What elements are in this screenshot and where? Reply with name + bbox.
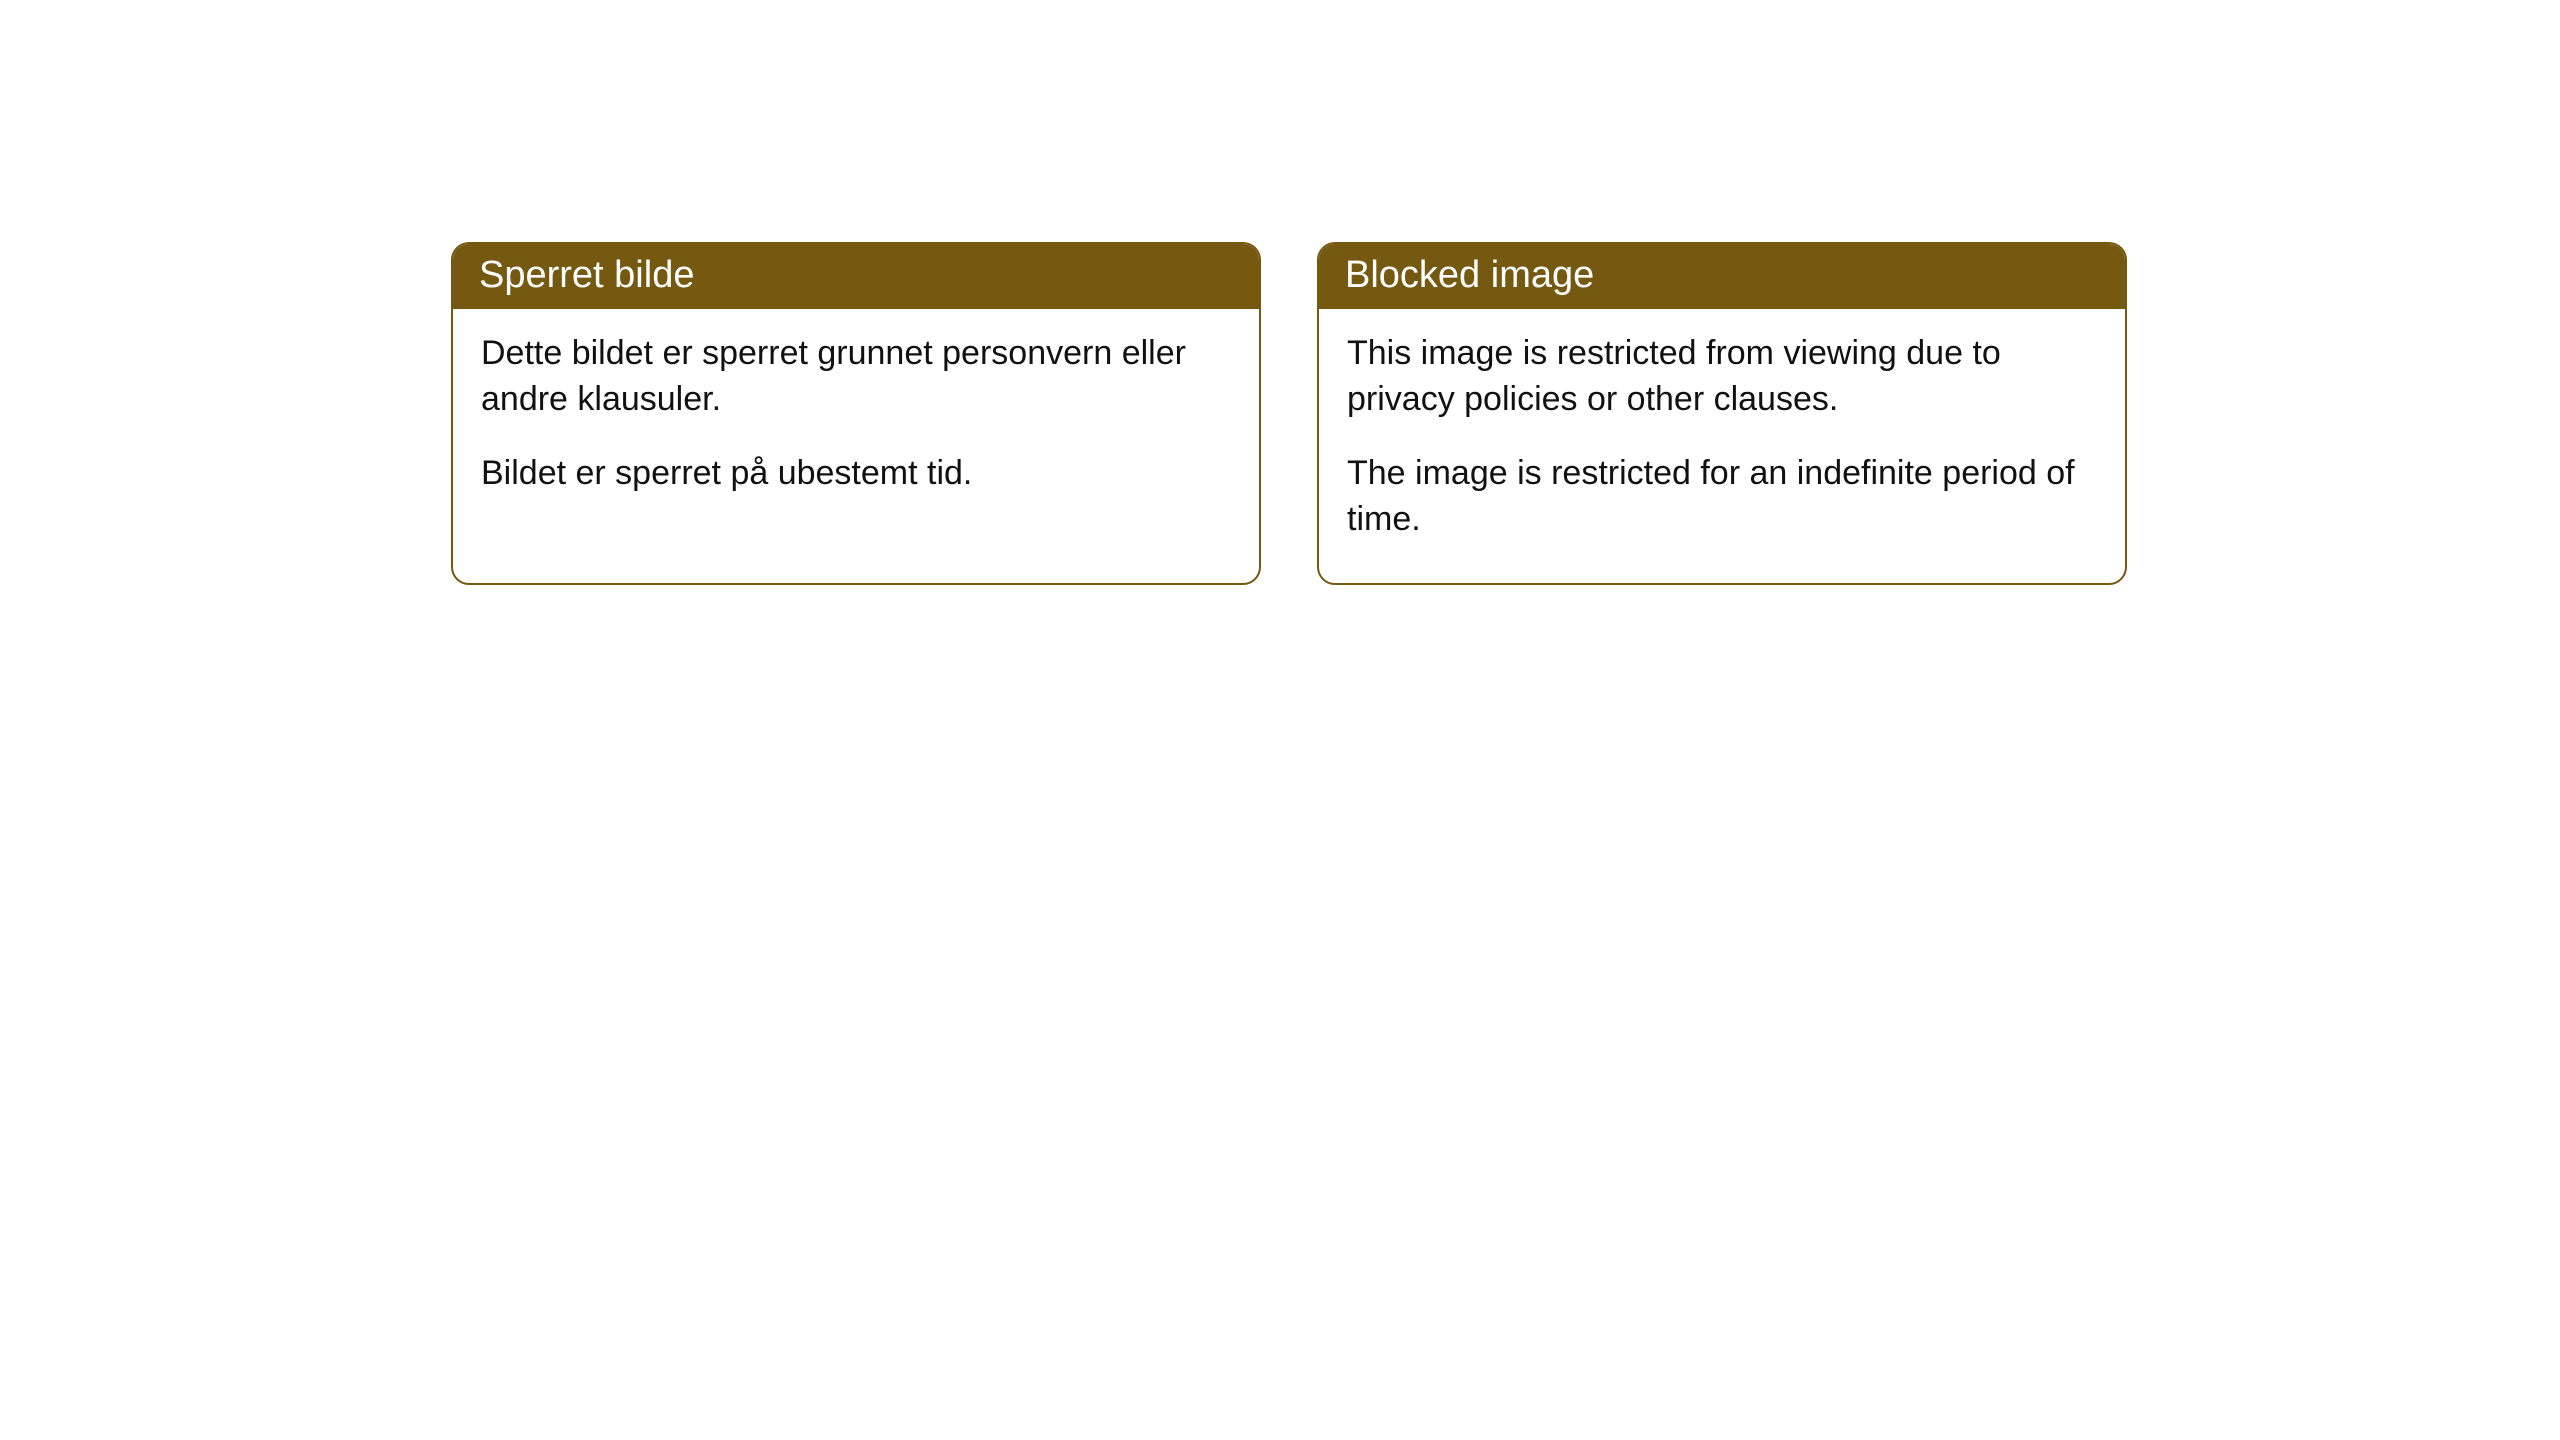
card-paragraph: Dette bildet er sperret grunnet personve… [481,331,1231,423]
card-paragraph: Bildet er sperret på ubestemt tid. [481,451,1231,497]
card-paragraph: This image is restricted from viewing du… [1347,331,2097,423]
blocked-image-card-english: Blocked image This image is restricted f… [1317,242,2127,585]
card-body: Dette bildet er sperret grunnet personve… [453,309,1259,537]
notice-container: Sperret bilde Dette bildet er sperret gr… [0,0,2560,585]
card-paragraph: The image is restricted for an indefinit… [1347,451,2097,543]
card-body: This image is restricted from viewing du… [1319,309,2125,583]
card-header: Sperret bilde [453,244,1259,309]
blocked-image-card-norwegian: Sperret bilde Dette bildet er sperret gr… [451,242,1261,585]
card-header: Blocked image [1319,244,2125,309]
